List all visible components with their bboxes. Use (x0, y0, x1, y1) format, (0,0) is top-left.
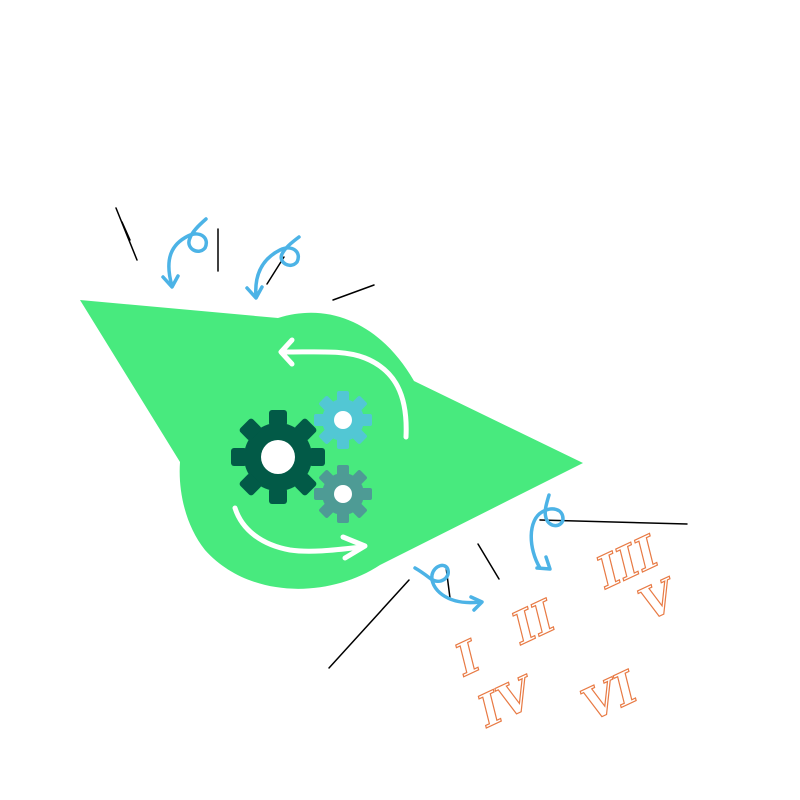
gear-small-top-icon (314, 391, 372, 449)
numeral-i: I (446, 631, 489, 687)
numeral-ii: II (503, 590, 565, 655)
black-strokes (115, 207, 688, 669)
curly-arrow-icon (161, 217, 208, 289)
curly-arrow-icon (413, 563, 484, 612)
stroke-line (121, 221, 131, 241)
green-blob-shape (80, 300, 583, 589)
curly-arrows (161, 217, 565, 612)
gear-large-icon (231, 410, 325, 504)
stroke-line (328, 579, 410, 669)
stroke-line (539, 519, 688, 525)
numeral-vi: VI (574, 662, 646, 732)
roman-numerals: I II III IV V VI (445, 526, 688, 739)
stroke-line (332, 284, 375, 301)
stroke-line (115, 207, 138, 261)
gear-small-bottom-icon (314, 465, 372, 523)
stroke-line (477, 543, 500, 580)
curly-arrow-icon (529, 493, 565, 571)
curly-arrow-icon (245, 235, 301, 300)
cycle-arrows-icon (232, 337, 409, 561)
